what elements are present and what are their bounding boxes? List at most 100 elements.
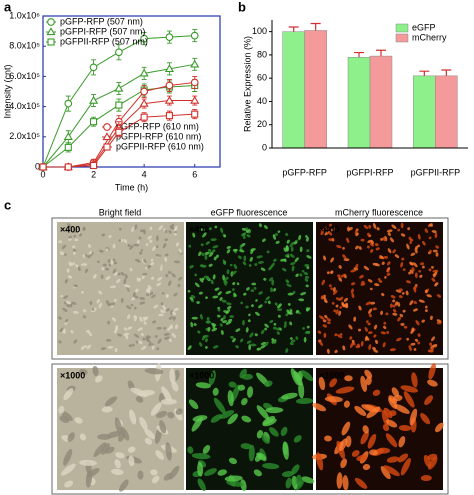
cell <box>73 339 78 344</box>
cell <box>417 341 421 345</box>
cell <box>340 273 346 278</box>
cell <box>210 414 222 423</box>
cell <box>354 405 367 417</box>
cell <box>93 307 97 311</box>
cell <box>211 322 217 327</box>
cell <box>227 413 238 425</box>
cell <box>398 424 412 431</box>
marker <box>47 38 55 46</box>
cell <box>128 455 135 467</box>
cell <box>113 298 117 302</box>
cell <box>305 235 308 238</box>
cell <box>368 344 372 350</box>
cell <box>294 257 299 263</box>
cell <box>164 238 168 242</box>
cell <box>135 396 144 403</box>
y-tick-label: 60 <box>257 73 267 83</box>
cell <box>318 376 326 391</box>
cell <box>399 313 404 318</box>
cell <box>139 301 144 305</box>
y-tick-label: 0 <box>262 142 267 152</box>
cell <box>198 251 202 257</box>
cell <box>304 275 310 279</box>
cell <box>367 232 371 237</box>
x-axis-label: Time (h) <box>115 182 148 192</box>
marker <box>140 113 148 121</box>
marker <box>190 31 199 40</box>
cell <box>89 301 93 305</box>
cell <box>85 470 93 488</box>
panel-label: a <box>4 0 12 14</box>
cell <box>63 448 73 466</box>
cell <box>255 311 260 316</box>
y-axis-label: Intensity (cnt) <box>2 64 12 118</box>
cell <box>164 256 168 262</box>
cell <box>260 341 267 346</box>
cell <box>220 317 224 322</box>
cell <box>205 241 210 245</box>
cell <box>254 333 258 337</box>
cell <box>261 435 270 444</box>
cell <box>105 276 111 280</box>
cell <box>108 263 112 267</box>
cell <box>433 344 438 348</box>
cell <box>150 469 158 476</box>
cell <box>417 244 421 248</box>
cell <box>387 232 391 237</box>
cell <box>107 259 111 263</box>
cell <box>247 386 254 398</box>
cell <box>204 251 210 255</box>
cell <box>219 323 223 327</box>
cell <box>231 288 235 291</box>
cell <box>101 406 113 413</box>
cell <box>73 284 78 288</box>
cell <box>316 452 324 471</box>
cell <box>290 339 296 343</box>
cell <box>60 411 73 422</box>
y-tick-label: 20 <box>257 119 267 129</box>
cell <box>144 368 164 375</box>
cell <box>245 327 249 333</box>
cell <box>58 240 63 244</box>
cell <box>58 316 62 320</box>
cell <box>256 255 263 259</box>
cell <box>273 288 277 292</box>
error-bar <box>419 70 430 76</box>
cell <box>382 237 386 242</box>
cell <box>241 398 248 406</box>
cell <box>362 425 369 434</box>
cell <box>221 299 227 303</box>
cell <box>123 278 127 285</box>
cell <box>424 395 434 405</box>
cell <box>435 252 439 257</box>
cell <box>385 433 398 448</box>
cell <box>139 229 146 233</box>
bar <box>369 55 393 149</box>
cell <box>410 342 416 346</box>
cell <box>367 331 373 335</box>
cell <box>201 252 205 257</box>
cell <box>112 317 117 322</box>
cell <box>355 245 359 250</box>
cell <box>113 261 118 265</box>
cell <box>285 233 289 237</box>
cell <box>338 310 342 316</box>
cell <box>248 313 251 317</box>
cell <box>83 309 86 313</box>
cell <box>145 335 152 339</box>
column-header: eGFP fluorescence <box>211 207 288 217</box>
cell <box>374 243 379 247</box>
cell <box>401 257 405 261</box>
cell <box>373 349 379 353</box>
cell <box>368 308 373 314</box>
cell <box>387 248 392 254</box>
cell <box>335 386 355 394</box>
cell <box>127 244 131 247</box>
legend-label: pGFP-RFP (610 nm) <box>116 121 199 131</box>
cell <box>178 276 183 281</box>
cell <box>359 275 364 279</box>
cell <box>225 290 232 295</box>
cell <box>402 268 406 271</box>
cell <box>143 259 147 263</box>
